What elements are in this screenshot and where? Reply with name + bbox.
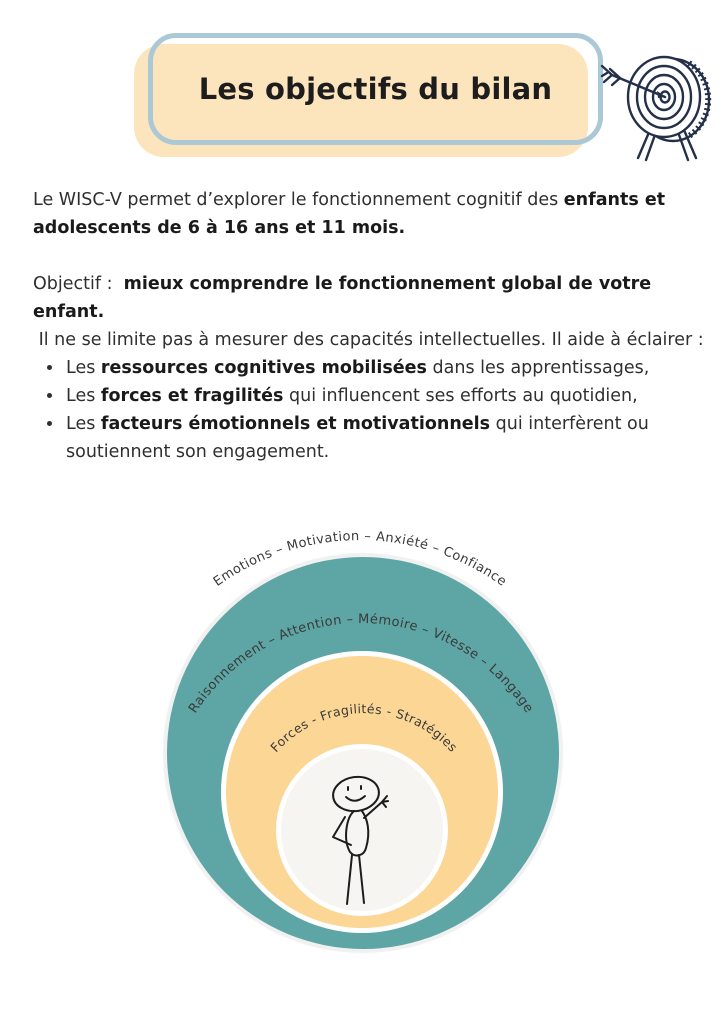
figure-head: [332, 775, 380, 813]
bullet-rest: dans les apprentissages,: [426, 358, 650, 378]
bullet-bold: forces et fragilités: [100, 386, 284, 406]
bullet-lead: Les: [66, 414, 101, 434]
objective-bold-text: mieux comprendre le fonctionnement globa…: [33, 274, 658, 322]
target-arrow-icon: [600, 55, 712, 162]
list-item: Les facteurs émotionnels et motivationne…: [64, 410, 709, 466]
figure-left-arm: [332, 816, 352, 846]
target-ring-4: [651, 82, 677, 112]
figure-eyes: [347, 785, 362, 791]
objectives-list: Les ressources cognitives mobilisées dan…: [33, 354, 709, 466]
clarify-text: Il ne se limite pas à mesurer des capaci…: [33, 330, 704, 350]
inner-circle: [281, 749, 443, 911]
nested-circles-diagram: Emotions – Motivation – Anxiété – Confia…: [163, 529, 563, 953]
bullet-lead: Les: [66, 386, 101, 406]
header-highlight-shape: [134, 44, 588, 157]
bullet-rest: qui interfèrent ou soutiennent son engag…: [66, 414, 649, 462]
intro-text: Le WISC-V permet d’explorer le fonctionn…: [33, 190, 564, 210]
page-title: Les objectifs du bilan: [198, 72, 553, 106]
figure-legs: [346, 854, 365, 905]
bullet-lead: Les: [66, 358, 101, 378]
body-copy: Le WISC-V permet d’explorer le fonctionn…: [33, 186, 709, 466]
target-stand-legs: [636, 128, 698, 162]
bullet-bold: ressources cognitives mobilisées: [100, 358, 427, 378]
bullet-rest: qui influencent ses efforts au quotidien…: [283, 386, 638, 406]
arrow-head: [657, 91, 666, 98]
arrow-fletching: [600, 64, 622, 87]
intro-paragraph: Le WISC-V permet d’explorer le fonctionn…: [33, 186, 709, 242]
target-ring-3: [643, 73, 685, 121]
header-frame: Les objectifs du bilan: [148, 33, 603, 145]
target-ribbed-edge: [687, 60, 712, 139]
stick-figure-icon: [332, 775, 389, 905]
objective-label: Objectif :: [33, 274, 124, 294]
list-item: Les ressources cognitives mobilisées dan…: [64, 354, 709, 382]
objective-paragraph: Objectif : mieux comprendre le fonctionn…: [33, 270, 709, 326]
figure-right-arm-waving: [363, 795, 389, 819]
figure-smile: [345, 795, 366, 802]
clarify-paragraph: Il ne se limite pas à mesurer des capaci…: [33, 326, 709, 354]
intro-bold-text: enfants et adolescents de 6 à 16 ans et …: [33, 190, 672, 238]
bullet-bold: facteurs émotionnels et motivationnels: [100, 414, 491, 434]
list-item: Les forces et fragilités qui influencent…: [64, 382, 709, 410]
target-ring-2: [635, 64, 693, 130]
